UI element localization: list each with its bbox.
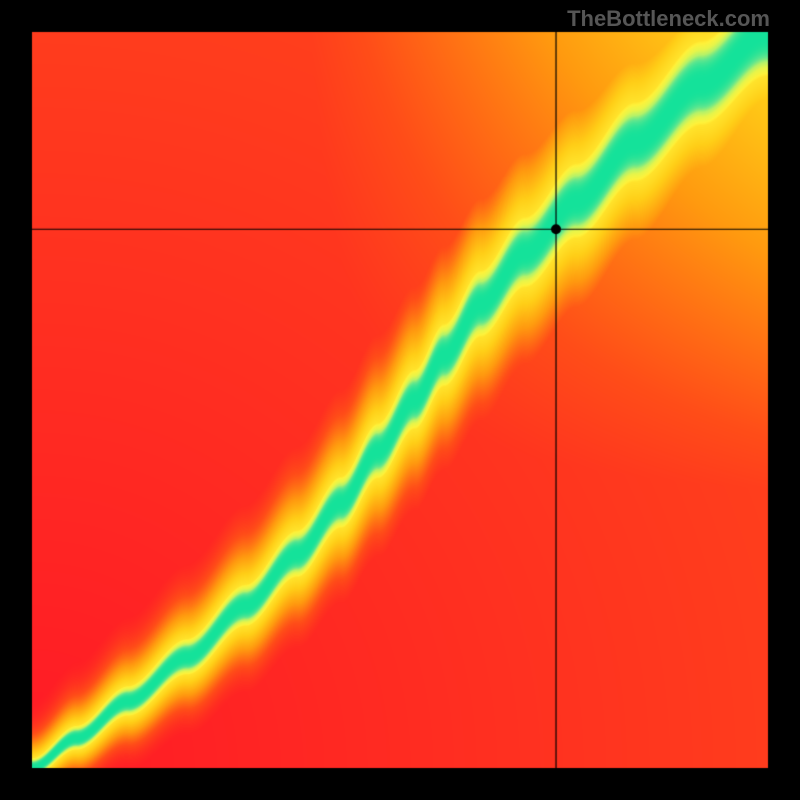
heatmap-canvas bbox=[0, 0, 800, 800]
chart-container: TheBottleneck.com bbox=[0, 0, 800, 800]
watermark-text: TheBottleneck.com bbox=[567, 6, 770, 32]
